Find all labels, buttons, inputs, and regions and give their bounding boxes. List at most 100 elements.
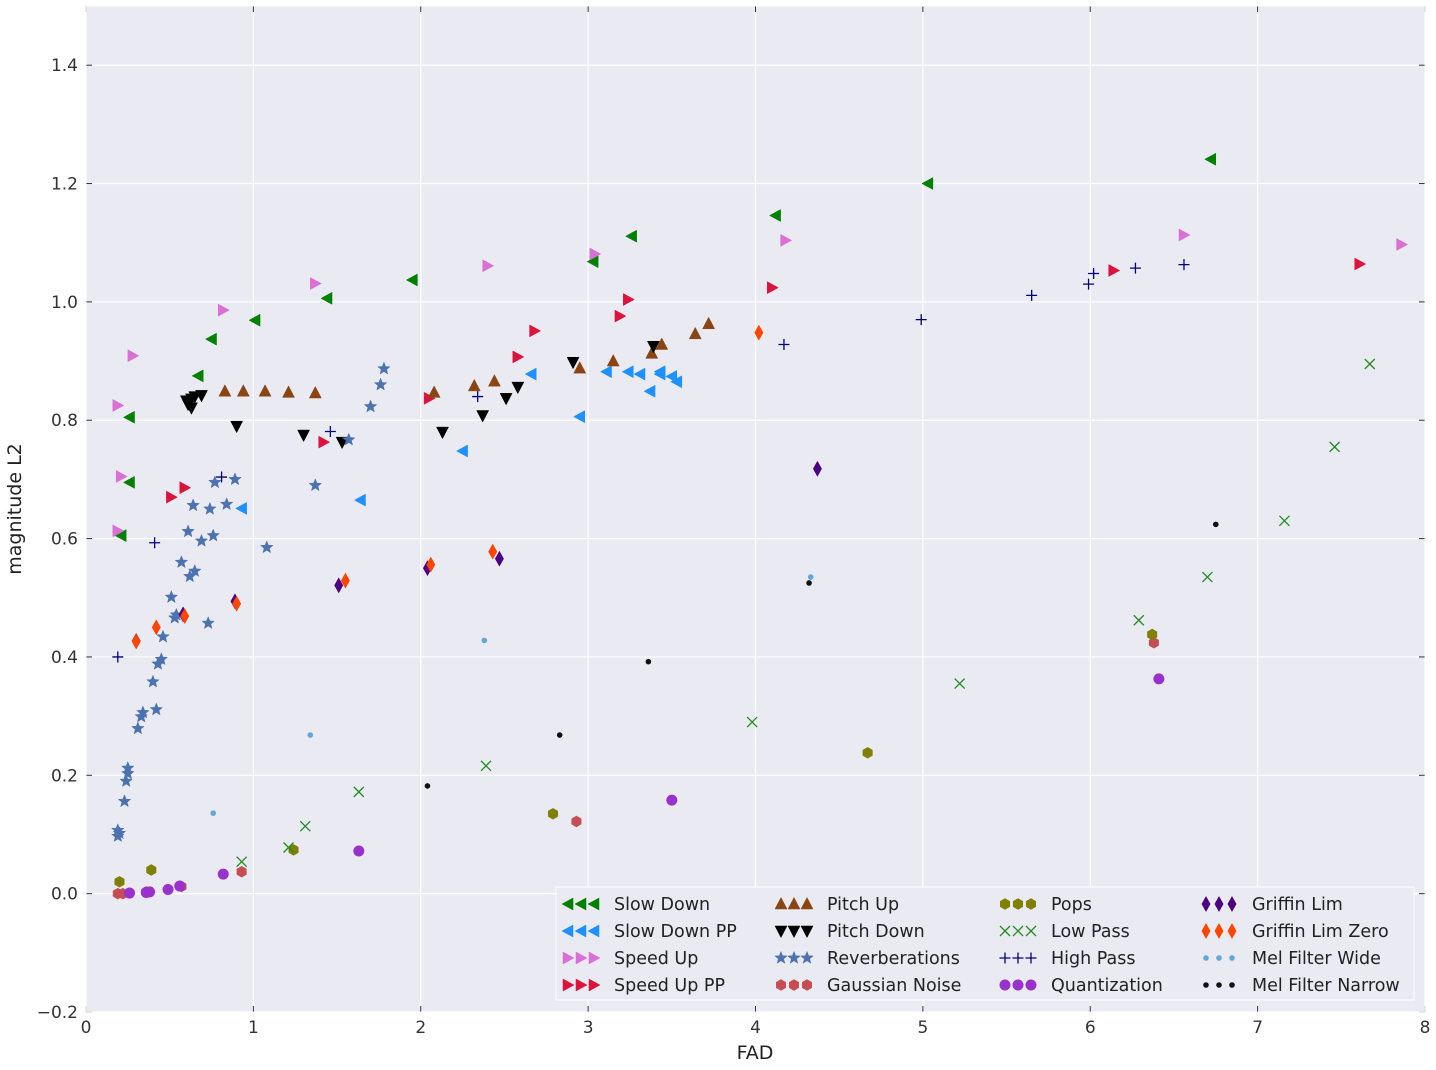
data-point	[164, 589, 179, 603]
legend-item: Speed Up	[562, 949, 698, 969]
data-point	[1354, 257, 1367, 271]
data-point	[666, 794, 678, 806]
legend-marker	[561, 924, 574, 938]
data-point	[151, 619, 161, 636]
data-point	[236, 865, 247, 878]
x-tick-label: 7	[1252, 1018, 1263, 1038]
legend-item: Griffin Lim	[1201, 895, 1343, 915]
data-point	[1148, 636, 1159, 649]
y-tick-label: 0.6	[51, 530, 78, 550]
data-point	[216, 471, 228, 483]
data-point	[154, 652, 169, 666]
series-mel-filter-narrow	[424, 521, 1219, 789]
data-point	[1147, 628, 1158, 641]
x-tick-label: 4	[750, 1018, 761, 1038]
legend-label: Griffin Lim Zero	[1252, 922, 1389, 942]
data-point	[424, 783, 431, 789]
legend-label: Mel Filter Narrow	[1252, 976, 1400, 996]
legend-marker	[775, 979, 787, 991]
data-point	[121, 766, 135, 780]
data-point	[499, 393, 513, 406]
data-point	[122, 410, 135, 424]
data-point	[556, 732, 563, 738]
data-point	[149, 537, 161, 549]
data-point	[115, 470, 128, 483]
data-points	[110, 152, 1409, 900]
legend-marker	[1012, 952, 1024, 964]
data-point	[308, 478, 323, 492]
data-point	[127, 349, 140, 363]
legend-label: Griffin Lim	[1252, 895, 1343, 915]
data-point	[131, 633, 141, 650]
legend-item: Slow Down PP	[561, 922, 737, 942]
legend-item: Speed Up PP	[562, 976, 725, 996]
x-tick-label: 1	[248, 1018, 259, 1038]
legend-label: Slow Down	[614, 895, 710, 915]
data-point	[1329, 441, 1341, 453]
data-point	[606, 354, 620, 367]
data-point	[186, 498, 200, 512]
y-axis-title: magnitude L2	[4, 443, 26, 575]
data-point	[426, 556, 436, 573]
data-point	[258, 384, 272, 397]
legend-box	[555, 886, 1415, 1001]
y-tick-label: 0.8	[51, 411, 78, 431]
legend: Slow Down Slow Down PP Speed Up Speed Up PP…	[555, 886, 1415, 1001]
legend-item: Mel Filter Wide	[1203, 949, 1381, 969]
data-point	[614, 309, 627, 323]
data-point	[623, 293, 635, 306]
series-mel-filter-wide	[210, 574, 814, 816]
legend-marker	[800, 896, 814, 910]
data-point	[112, 399, 125, 412]
data-point	[405, 273, 418, 287]
series-griffin-lim-zero	[131, 324, 764, 650]
data-point	[653, 367, 666, 381]
data-point	[547, 807, 558, 820]
data-point	[436, 426, 449, 440]
data-point	[480, 760, 492, 772]
data-point	[688, 326, 702, 340]
data-point	[921, 177, 934, 190]
data-point	[529, 324, 542, 338]
data-point	[812, 460, 822, 477]
data-point	[353, 493, 366, 507]
legend-marker	[587, 924, 600, 938]
data-point	[324, 425, 336, 437]
legend-item: Low Pass	[999, 922, 1130, 942]
data-point	[136, 705, 150, 719]
data-point	[236, 856, 248, 868]
legend-marker	[1201, 922, 1211, 940]
legend-marker	[1025, 979, 1037, 991]
legend-label: Speed Up PP	[614, 976, 725, 996]
data-point	[573, 361, 587, 374]
data-point	[217, 868, 229, 880]
data-point	[179, 481, 192, 495]
legend-marker	[999, 925, 1011, 937]
legend-marker	[575, 978, 588, 992]
legend-marker	[1216, 955, 1222, 961]
legend-marker	[561, 897, 574, 911]
data-point	[571, 815, 582, 828]
legend-marker	[1227, 895, 1237, 913]
data-point	[1204, 152, 1217, 166]
legend-label: Mel Filter Wide	[1252, 949, 1381, 969]
x-tick-label: 0	[81, 1018, 92, 1038]
data-point	[600, 365, 612, 379]
data-point	[1212, 521, 1219, 528]
legend-marker	[1203, 955, 1209, 961]
data-point	[283, 842, 294, 853]
data-point	[112, 524, 125, 538]
data-point	[180, 608, 190, 625]
data-point	[144, 886, 156, 898]
legend-marker	[787, 896, 801, 910]
data-point	[114, 876, 125, 888]
legend-marker	[788, 979, 800, 991]
data-point	[228, 472, 242, 486]
data-point	[1088, 267, 1100, 279]
legend-label: Low Pass	[1051, 922, 1130, 942]
data-point	[318, 435, 331, 449]
data-point	[702, 316, 716, 330]
legend-item: Pops	[999, 895, 1092, 915]
legend-marker	[774, 950, 788, 964]
data-point	[353, 845, 365, 857]
